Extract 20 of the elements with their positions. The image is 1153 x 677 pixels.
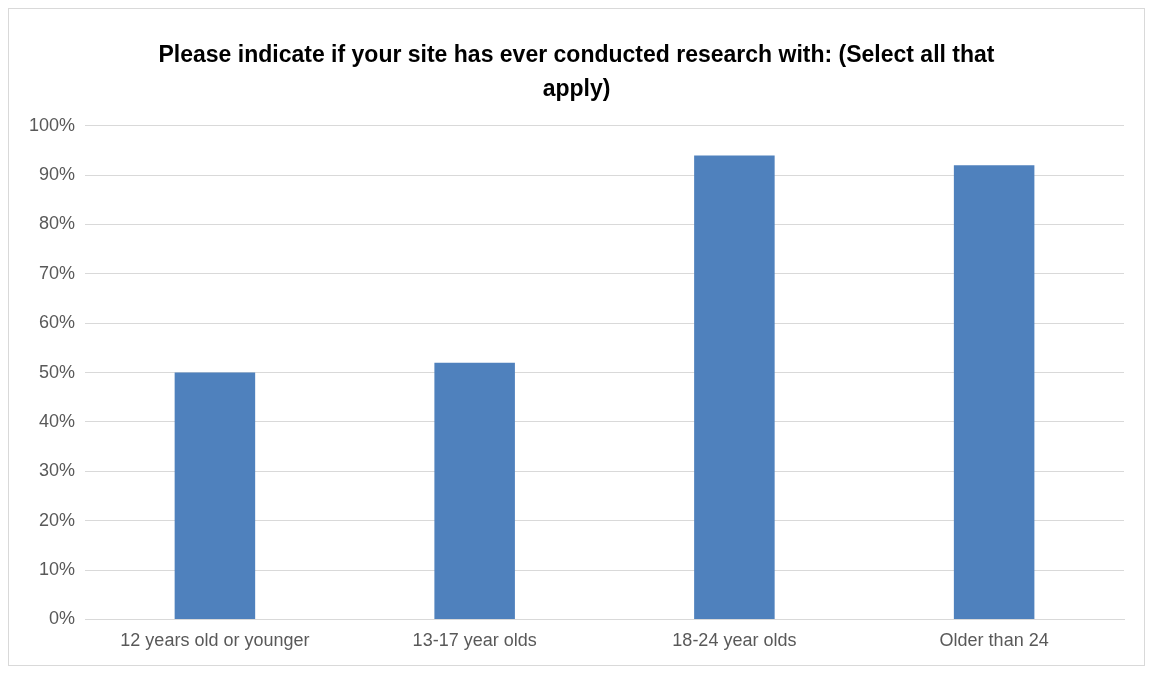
bar: [694, 155, 775, 619]
y-tick-label: 30%: [39, 460, 76, 481]
bar: [174, 372, 256, 619]
x-tick-label: 13-17 year olds: [412, 630, 537, 651]
chart-title: Please indicate if your site has ever conducted research with: (Select all that apply): [157, 40, 996, 103]
y-tick-label: 20%: [39, 509, 76, 530]
x-tick-label: 18-24 year olds: [672, 630, 797, 651]
bar: [434, 362, 515, 619]
bar: [953, 165, 1035, 619]
y-tick-label: 100%: [28, 114, 76, 135]
y-tick-label: 0%: [49, 608, 76, 629]
x-tick-label: 12 years old or younger: [120, 630, 310, 651]
y-tick-label: 60%: [39, 312, 76, 333]
y-tick-label: 40%: [39, 410, 76, 431]
y-tick-label: 10%: [39, 559, 76, 580]
x-tick-label: Older than 24: [939, 630, 1049, 651]
y-tick-label: 90%: [39, 164, 76, 185]
y-tick-label: 50%: [39, 361, 76, 382]
y-tick-label: 70%: [39, 262, 76, 283]
y-tick-label: 80%: [39, 213, 76, 234]
